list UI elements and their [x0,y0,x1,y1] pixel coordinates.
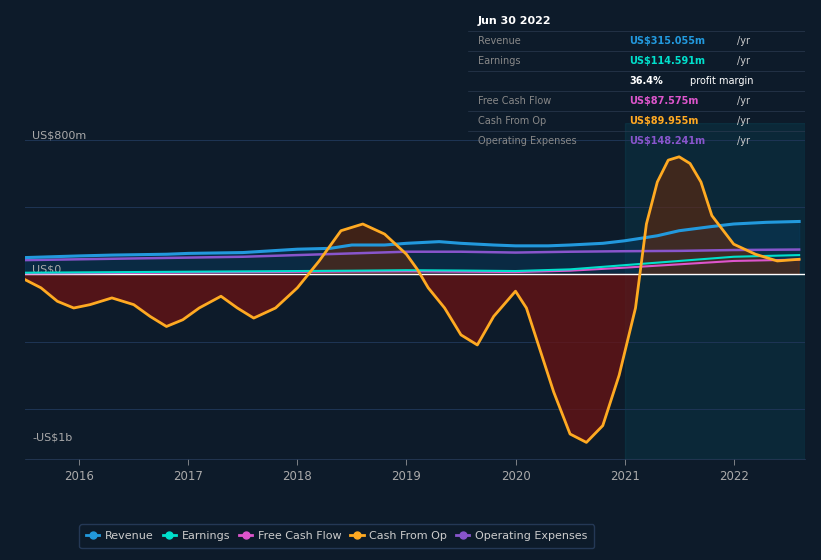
Text: -US$1b: -US$1b [33,432,73,442]
Text: US$87.575m: US$87.575m [630,96,699,106]
Text: /yr: /yr [737,56,750,66]
Legend: Revenue, Earnings, Free Cash Flow, Cash From Op, Operating Expenses: Revenue, Earnings, Free Cash Flow, Cash … [80,524,594,548]
Text: Operating Expenses: Operating Expenses [478,136,576,146]
Text: /yr: /yr [737,96,750,106]
Text: US$148.241m: US$148.241m [630,136,706,146]
Text: 36.4%: 36.4% [630,76,663,86]
Text: US$800m: US$800m [33,130,87,140]
Text: US$315.055m: US$315.055m [630,36,705,46]
Text: /yr: /yr [737,136,750,146]
Text: /yr: /yr [737,116,750,126]
Text: US$0: US$0 [33,264,62,274]
Text: US$89.955m: US$89.955m [630,116,699,126]
Text: US$114.591m: US$114.591m [630,56,705,66]
Text: Cash From Op: Cash From Op [478,116,546,126]
Bar [625,123,805,459]
Text: Revenue: Revenue [478,36,521,46]
Text: profit margin: profit margin [690,76,754,86]
Text: /yr: /yr [737,36,750,46]
Text: Earnings: Earnings [478,56,521,66]
Text: Jun 30 2022: Jun 30 2022 [478,16,552,26]
Text: Free Cash Flow: Free Cash Flow [478,96,552,106]
